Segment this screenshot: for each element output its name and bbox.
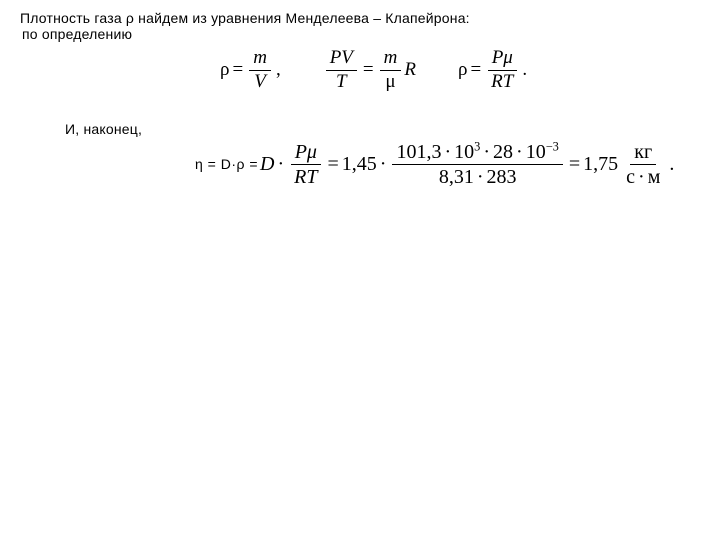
numerator: m xyxy=(249,48,271,71)
exponent-1: 3 xyxy=(474,139,480,153)
value-a: 101,3 xyxy=(396,141,441,163)
fraction-pv-over-t: PV T xyxy=(326,48,357,93)
value-b: 28 xyxy=(493,141,513,163)
dot-operator: · xyxy=(516,141,523,163)
comma: , xyxy=(276,59,281,81)
fraction-pmu-over-rt: Pμ RT xyxy=(487,48,517,93)
unit-numerator: кг xyxy=(630,141,656,165)
unit-m: м xyxy=(648,166,661,188)
dot-operator: · xyxy=(278,153,285,176)
equation-row-1: ρ = m V , PV T = m μ R ρ = Pμ RT . xyxy=(220,48,700,93)
fraction-m-over-mu: m μ xyxy=(380,48,402,93)
denominator: RT xyxy=(290,165,321,188)
fraction-pmu-over-rt-2: Pμ RT xyxy=(290,141,321,188)
rho-symbol: ρ xyxy=(220,59,229,81)
numerator: 101,3·103·28·10−3 xyxy=(392,141,562,165)
intro-line-1: Плотность газа ρ найдем из уравнения Мен… xyxy=(20,10,700,26)
eta-equals-d-rho: η = D·ρ = xyxy=(195,156,258,172)
denominator: 8,31·283 xyxy=(435,165,521,188)
fraction-units: кг с·м xyxy=(622,141,664,188)
numerator: Pμ xyxy=(291,141,321,165)
eq-density-result: ρ = Pμ RT . xyxy=(458,48,527,93)
fraction-m-over-v: m V xyxy=(249,48,271,93)
dot-operator: · xyxy=(638,166,645,188)
equals-sign: = xyxy=(569,153,580,176)
equation-row-2: η = D·ρ = D · Pμ RT = 1,45 · 101,3·103·2… xyxy=(195,141,700,188)
dot-operator: · xyxy=(444,141,451,163)
equals-sign: = xyxy=(363,59,374,81)
den-a: 8,31 xyxy=(439,166,474,188)
rho-symbol: ρ xyxy=(458,59,467,81)
numerator: m xyxy=(380,48,402,71)
ten: 10 xyxy=(454,141,474,163)
final-period: . xyxy=(669,153,674,176)
d-variable: D xyxy=(260,153,274,176)
ten: 10 xyxy=(526,141,546,163)
numerator: PV xyxy=(326,48,357,71)
unit-s: с xyxy=(626,166,635,188)
eq-mendeleev: PV T = m μ R xyxy=(323,48,416,93)
coefficient-1: 1,45 xyxy=(342,153,377,176)
conclusion-text: И, наконец, xyxy=(65,121,700,137)
dot-operator: · xyxy=(477,166,484,188)
equals-sign: = xyxy=(470,59,481,81)
numerator: Pμ xyxy=(488,48,517,71)
fraction-numeric: 101,3·103·28·10−3 8,31·283 xyxy=(392,141,562,188)
period: . xyxy=(522,59,527,81)
denominator: RT xyxy=(487,71,517,93)
dot-operator: · xyxy=(380,153,387,176)
denominator: T xyxy=(332,71,351,93)
dot-operator: · xyxy=(483,141,490,163)
equals-sign: = xyxy=(232,59,243,81)
denominator: μ xyxy=(381,71,399,93)
r-constant: R xyxy=(404,59,416,81)
exponent-2: −3 xyxy=(546,139,559,153)
equals-sign: = xyxy=(328,153,339,176)
intro-line-2: по определению xyxy=(22,26,700,42)
den-b: 283 xyxy=(487,166,517,188)
denominator: V xyxy=(250,71,270,93)
result-value: 1,75 xyxy=(583,153,618,176)
unit-denominator: с·м xyxy=(622,165,664,188)
eq-density-def: ρ = m V , xyxy=(220,48,281,93)
